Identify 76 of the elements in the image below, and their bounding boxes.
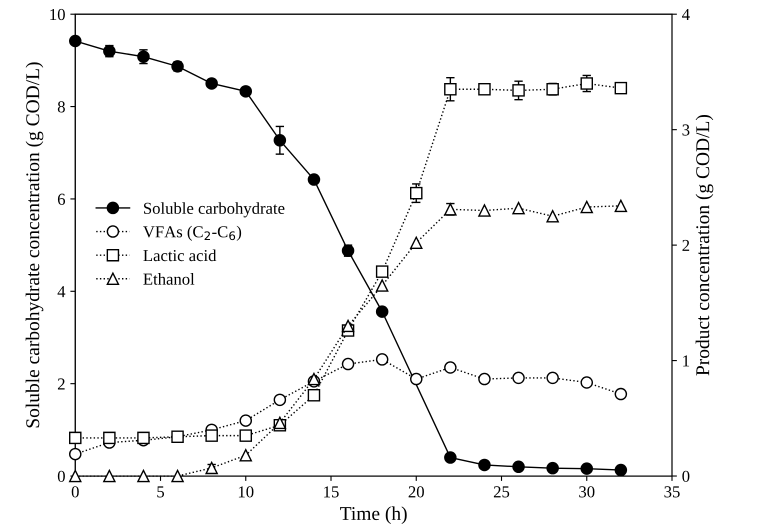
- point: [240, 414, 252, 427]
- y2-axis-title: Product concentration (g COD/L): [696, 115, 714, 376]
- x-tick-label: 5: [157, 486, 164, 498]
- x-tick-label: 0: [72, 486, 79, 498]
- point: [546, 462, 559, 474]
- point: [444, 361, 457, 374]
- point: [308, 173, 320, 186]
- x-tick-label: 35: [664, 486, 680, 498]
- point: [171, 430, 184, 444]
- x-tick-label: 15: [324, 486, 339, 498]
- point: [308, 388, 320, 402]
- point: [512, 84, 525, 97]
- point: [478, 372, 491, 386]
- x-axis-title: Time (h): [340, 506, 407, 524]
- y-tick-label: 2: [58, 378, 65, 390]
- point: [410, 372, 423, 386]
- legend-label: Soluble carbohydrate: [144, 202, 284, 218]
- point: [478, 458, 491, 472]
- point: [614, 200, 628, 212]
- y-tick-label: 6: [58, 194, 66, 205]
- y-tick-label: 8: [58, 101, 65, 113]
- point: [69, 448, 82, 460]
- point: [580, 200, 593, 214]
- point: [444, 83, 457, 96]
- legend-label: VFAs (C$_{2}$-C$_{6}$): [143, 226, 242, 241]
- point: [240, 429, 252, 442]
- point: [342, 358, 354, 370]
- point: [376, 305, 388, 318]
- point: [308, 372, 320, 386]
- point: [478, 83, 491, 96]
- point: [274, 134, 286, 147]
- point: [410, 186, 423, 200]
- point: [376, 279, 388, 292]
- legend-label: Lactic acid: [143, 249, 216, 262]
- point: [614, 464, 628, 476]
- point: [376, 353, 388, 366]
- point: [580, 462, 593, 475]
- point: [205, 462, 218, 474]
- point: [580, 376, 593, 389]
- y2-tick-label: 4: [682, 9, 690, 20]
- point: [137, 470, 150, 482]
- y2-tick-label: 0: [682, 470, 690, 482]
- point: [274, 394, 286, 406]
- point: [410, 236, 423, 250]
- point: [342, 320, 354, 332]
- y-tick-label: 10: [50, 8, 65, 20]
- point: [171, 470, 184, 482]
- point: [512, 372, 525, 384]
- point: [376, 265, 388, 278]
- x-tick-label: 25: [494, 486, 510, 498]
- point: [205, 429, 218, 442]
- y-tick-label: 0: [58, 470, 65, 482]
- point: [512, 460, 525, 474]
- y-tick-label: 4: [58, 286, 66, 298]
- legend-label: Ethanol: [143, 273, 194, 285]
- point: [240, 448, 252, 462]
- point: [240, 85, 252, 98]
- y-axis-title: Soluble carbohydrate concentration (g COD/L): [26, 62, 44, 428]
- x-tick-label: 20: [408, 486, 424, 498]
- point: [478, 204, 491, 217]
- x-tick-label: 30: [579, 486, 594, 498]
- y2-tick-label: 3: [682, 124, 690, 136]
- point: [103, 432, 116, 444]
- point: [546, 210, 559, 222]
- point: [205, 77, 218, 90]
- x-tick-label: 10: [238, 486, 254, 498]
- point: [444, 451, 457, 464]
- y2-tick-label: 2: [682, 240, 690, 251]
- point: [512, 202, 525, 214]
- point: [69, 432, 82, 444]
- point: [580, 77, 593, 90]
- point: [546, 372, 559, 384]
- point: [614, 82, 628, 94]
- point: [103, 470, 116, 482]
- point: [614, 388, 628, 400]
- y2-tick-label: 1: [683, 355, 690, 366]
